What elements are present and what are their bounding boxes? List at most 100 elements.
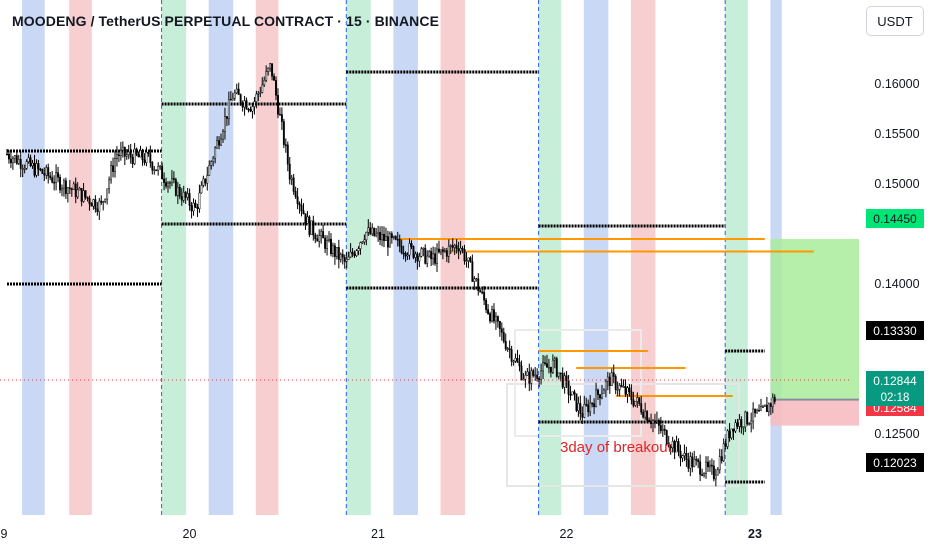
candle-262: [520, 360, 523, 381]
candle-body-35: [74, 183, 77, 198]
candle-137: [275, 76, 277, 101]
candle-body-50: [104, 198, 107, 202]
candle-body-151: [302, 210, 305, 214]
candle-212: [422, 247, 425, 257]
candle-168: [335, 247, 338, 260]
candle-body-349: [691, 456, 694, 467]
stop-zone: [770, 399, 860, 426]
time-tick-9[interactable]: 9: [1, 527, 8, 541]
candle-body-108: [218, 140, 221, 146]
svg-text:0.12023: 0.12023: [873, 456, 917, 470]
candle-body-61: [125, 154, 128, 157]
candle-352: [697, 458, 700, 469]
candle-112: [225, 116, 228, 127]
candle-341: [675, 435, 678, 453]
candle-85: [172, 171, 175, 184]
candle-body-145: [290, 177, 293, 180]
candle-117: [235, 83, 238, 95]
candle-135: [271, 63, 274, 81]
candle-316: [626, 385, 629, 403]
candle-body-95: [192, 202, 195, 212]
candle-255: [506, 346, 509, 352]
candle-body-370: [732, 428, 735, 432]
price-scale[interactable]: 0.160000.155000.150000.140000.135000.130…: [866, 77, 924, 472]
candle-body-67: [137, 154, 140, 158]
candle-55: [114, 150, 116, 178]
candle-92: [186, 188, 189, 201]
candle-body-111: [224, 116, 226, 132]
candle-287: [569, 385, 572, 401]
candle-body-299: [593, 403, 596, 407]
candle-body-372: [736, 422, 739, 427]
candle-86: [174, 177, 177, 197]
candle-324: [642, 409, 645, 419]
candle-0: [6, 148, 8, 156]
candle-269: [534, 367, 537, 381]
candle-71: [145, 146, 148, 167]
candle-30: [64, 177, 67, 199]
candle-body-78: [159, 165, 162, 168]
candle-211: [420, 246, 423, 258]
candle-66: [135, 147, 138, 157]
candle-19: [43, 167, 46, 182]
candle-body-311: [616, 389, 619, 391]
candle-body-141: [282, 121, 285, 145]
candle-22: [49, 171, 52, 181]
horizontal-levels[interactable]: [7, 70, 765, 484]
candle-body-160: [320, 231, 323, 236]
currency-button[interactable]: USDT: [866, 6, 924, 36]
candle-260: [516, 349, 519, 363]
candle-body-308: [610, 372, 613, 387]
candle-body-161: [322, 231, 325, 239]
candle-body-164: [328, 238, 330, 241]
candle-body-158: [316, 238, 319, 242]
candle-body-286: [567, 380, 570, 395]
time-tick-23[interactable]: 23: [748, 527, 762, 541]
candle-body-303: [601, 393, 603, 399]
candle-214: [426, 250, 429, 268]
candle-122: [245, 97, 248, 110]
candle-335: [663, 424, 666, 436]
candle-357: [707, 456, 709, 473]
candle-body-238: [473, 278, 476, 282]
candle-body-348: [689, 456, 692, 469]
candle-49: [102, 200, 105, 211]
candle-body-87: [176, 186, 179, 196]
time-tick-20[interactable]: 20: [183, 527, 197, 541]
orange-levels[interactable]: [399, 238, 814, 397]
candle-body-233: [463, 249, 466, 262]
candle-331: [655, 411, 658, 425]
candle-237: [471, 254, 474, 282]
candle-106: [214, 146, 217, 164]
candle-body-329: [652, 420, 654, 424]
candle-body-45: [94, 199, 97, 210]
candle-body-254: [504, 341, 507, 350]
candle-body-68: [139, 150, 142, 158]
candle-body-269: [534, 374, 537, 377]
candle-body-337: [667, 443, 670, 447]
candle-44: [92, 198, 95, 210]
candle-114: [229, 91, 232, 101]
candle-body-355: [703, 473, 706, 476]
breakout-range-box: [506, 383, 740, 487]
candle-body-88: [178, 186, 181, 197]
time-tick-22[interactable]: 22: [560, 527, 574, 541]
candle-body-139: [278, 113, 281, 116]
candle-body-331: [655, 420, 658, 423]
candle-69: [141, 148, 144, 166]
candle-body-10: [25, 161, 28, 169]
candle-body-302: [599, 394, 601, 399]
candle-body-48: [100, 200, 103, 203]
candle-289: [573, 389, 576, 401]
candle-body-98: [198, 192, 201, 209]
candle-body-181: [361, 241, 364, 244]
candle-376: [744, 410, 747, 433]
time-tick-21[interactable]: 21: [371, 527, 385, 541]
time-scale[interactable]: 9 20 21 22 23: [1, 527, 762, 541]
candle-body-3: [11, 158, 14, 164]
candle-232: [461, 245, 464, 254]
candle-297: [589, 395, 592, 417]
candle-body-236: [469, 257, 472, 262]
